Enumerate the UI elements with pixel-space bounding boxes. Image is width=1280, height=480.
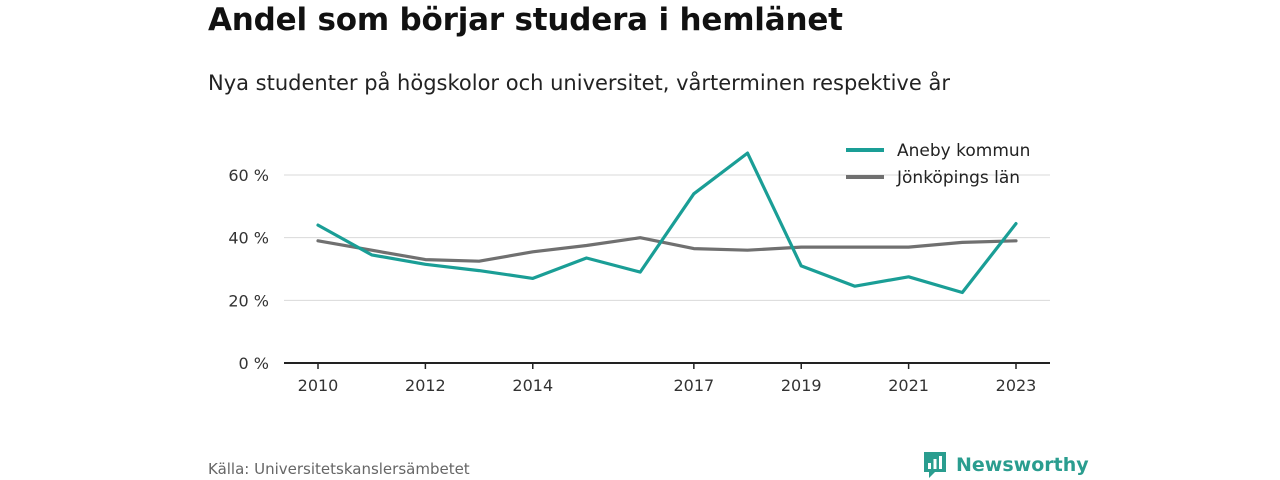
x-tick-label: 2014 [512, 376, 553, 395]
x-tick-label: 2023 [996, 376, 1037, 395]
line-chart: 0 % 20 % 40 % 60 % 2010 2012 2014 2017 2019 2021… [228, 141, 1050, 395]
series-line [316, 151, 1018, 295]
legend-label: Jönköpings län [896, 168, 1020, 188]
chart-title: Andel som börjar studera i hemlänet [208, 2, 843, 38]
legend-label: Aneby kommun [897, 141, 1030, 161]
y-axis-labels: 0 % 20 % 40 % 60 % [228, 166, 269, 373]
brand-name: Newsworthy [956, 454, 1089, 476]
x-tick-label: 2019 [781, 376, 822, 395]
source-note: Källa: Universitetskanslersämbetet [208, 460, 470, 478]
x-axis: 2010 2012 2014 2017 2019 2021 2023 [284, 362, 1050, 395]
x-tick-label: 2021 [888, 376, 929, 395]
y-tick-label: 40 % [228, 229, 269, 248]
chart-subtitle: Nya studenter på högskolor och universit… [208, 71, 950, 95]
newsworthy-logo-icon [924, 452, 946, 478]
y-tick-label: 0 % [239, 354, 269, 373]
series-line [316, 236, 1018, 263]
y-tick-label: 20 % [228, 291, 269, 310]
y-tick-label: 60 % [228, 166, 269, 185]
brand-logo: Newsworthy [922, 450, 1089, 480]
x-tick-label: 2017 [673, 376, 714, 395]
x-tick-label: 2012 [405, 376, 446, 395]
legend: Aneby kommun Jönköpings län [846, 141, 1030, 188]
grid-lines [284, 174, 1050, 301]
series-lines [316, 151, 1018, 295]
x-tick-label: 2010 [298, 376, 339, 395]
